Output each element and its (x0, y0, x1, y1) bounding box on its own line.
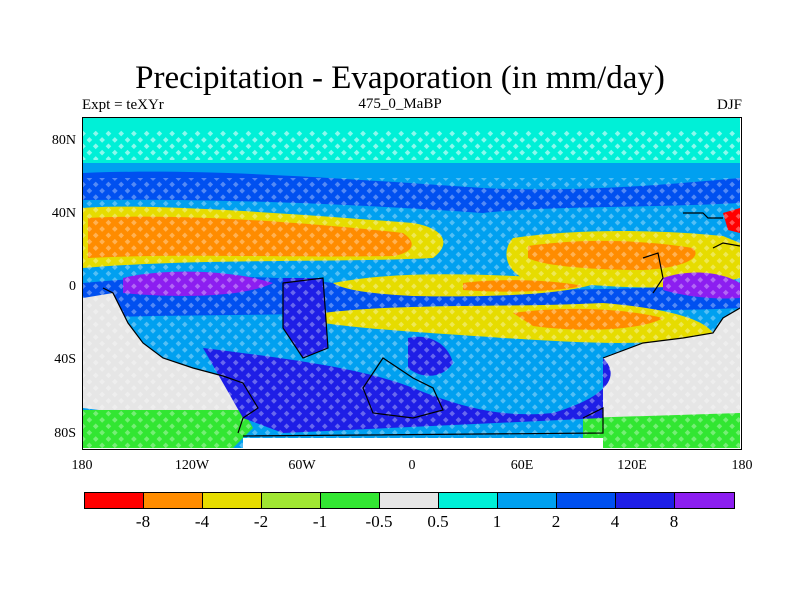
colorbar-swatch (380, 493, 439, 508)
colorbar-label: -8 (135, 512, 151, 531)
colorbar-label: 1 (492, 512, 502, 531)
y-tick-80s: 80S (54, 426, 76, 441)
colorbar-swatch (498, 493, 557, 508)
y-tick-0: 0 (69, 279, 76, 294)
colorbar-swatch (203, 493, 262, 508)
colorbar-label: -0.5 (365, 512, 393, 531)
colorbar-swatch (85, 493, 144, 508)
x-tick-60e: 60E (510, 458, 534, 473)
precipitation-map (82, 117, 742, 450)
season-label: DJF (716, 97, 742, 113)
x-tick-120e: 120E (617, 458, 647, 473)
x-tick-180e: 180 (731, 458, 753, 473)
colorbar-swatch (144, 493, 203, 508)
colorbar-swatch (616, 493, 675, 508)
x-tick-180w: 180 (71, 458, 93, 473)
map-canvas (83, 118, 740, 448)
colorbar-label: -1 (312, 512, 328, 531)
map-title: Precipitation - Evaporation (in mm/day) (135, 60, 665, 96)
colorbar-swatch (262, 493, 321, 508)
colorbar-swatch (439, 493, 498, 508)
colorbar-label: 4 (610, 512, 620, 531)
colorbar-label: 2 (551, 512, 561, 531)
y-tick-40s: 40S (54, 352, 76, 367)
x-tick-0: 0 (408, 458, 416, 473)
y-tick-80n: 80N (51, 133, 76, 148)
colorbar-label: 8 (669, 512, 679, 531)
colorbar-swatch (557, 493, 616, 508)
colorbar-label: -4 (194, 512, 210, 531)
colorbar (84, 492, 735, 509)
period-label: 475_0_MaBP (358, 96, 442, 112)
colorbar-label: 0.5 (427, 512, 449, 531)
colorbar-swatch (675, 493, 734, 508)
x-tick-120w: 120W (174, 458, 210, 473)
colorbar-swatch (321, 493, 380, 508)
experiment-label: Expt = teXYr (82, 97, 164, 113)
y-tick-40n: 40N (51, 206, 76, 221)
x-tick-60w: 60W (288, 458, 316, 473)
colorbar-label: -2 (253, 512, 269, 531)
